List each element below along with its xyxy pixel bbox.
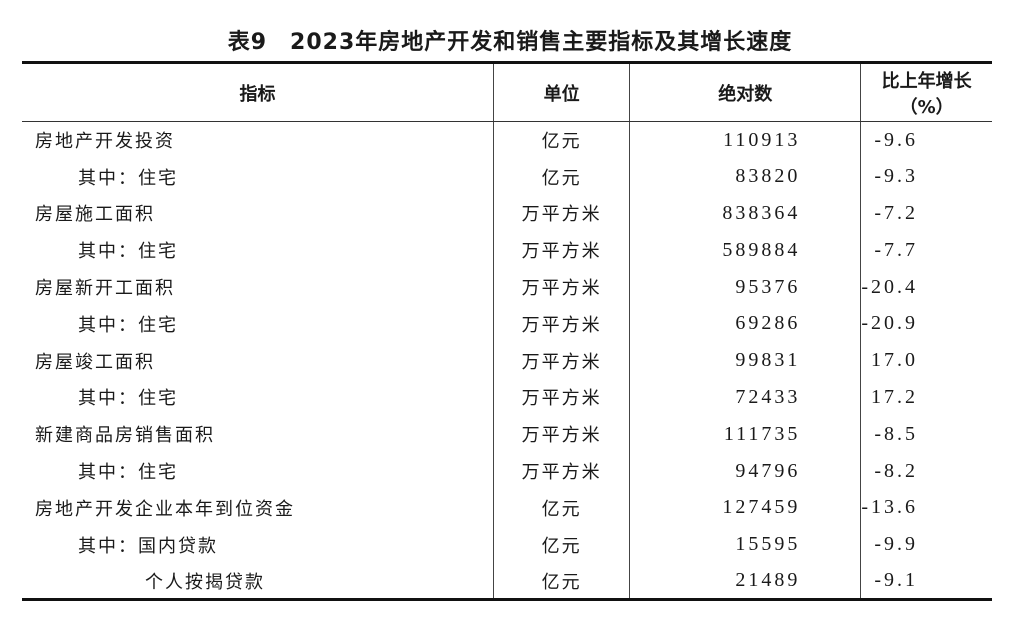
table-title: 表9 2023年房地产开发和销售主要指标及其增长速度 — [227, 30, 793, 55]
unit-cell: 万平方米 — [493, 452, 630, 490]
indicator-cell: 个人按揭贷款 — [22, 563, 494, 602]
unit-cell: 亿元 — [493, 158, 630, 196]
indicator-cell: 其中：住宅 — [78, 241, 178, 263]
unit-cell: 万平方米 — [493, 415, 630, 453]
indicator-cell: 房屋新开工面积 — [35, 278, 175, 300]
growth-cell: -9.9 — [860, 526, 992, 564]
growth-cell: -7.2 — [860, 195, 992, 232]
growth-cell: 17.0 — [860, 342, 992, 380]
value-cell: 589884 — [629, 231, 861, 269]
unit-cell: 亿元 — [493, 563, 630, 602]
table-row: 房地产开发企业本年到位资金 亿元 127459 -13.6 — [22, 489, 992, 527]
header-value: 绝对数 — [629, 61, 861, 122]
value-cell: 72433 — [629, 379, 861, 416]
indicator-cell: 其中：国内贷款 — [78, 535, 218, 557]
header-unit: 单位 — [493, 61, 630, 122]
table-row: 房屋竣工面积 万平方米 99831 17.0 — [22, 342, 992, 380]
unit-cell: 万平方米 — [493, 342, 630, 380]
unit-cell: 亿元 — [493, 489, 630, 527]
indicator-cell: 房屋竣工面积 — [35, 351, 155, 373]
table-row: 个人按揭贷款 亿元 21489 -9.1 — [22, 563, 992, 602]
value-cell: 99831 — [629, 342, 861, 380]
table-row: 房地产开发投资 亿元 110913 -9.6 — [22, 121, 992, 159]
table-row: 其中：住宅 亿元 83820 -9.3 — [22, 158, 992, 196]
growth-cell: -8.2 — [860, 452, 992, 490]
growth-cell: 17.2 — [860, 379, 992, 416]
table-row: 其中：住宅 万平方米 94796 -8.2 — [22, 452, 992, 490]
growth-cell: -20.9 — [860, 305, 992, 343]
table-row: 其中：住宅 万平方米 589884 -7.7 — [22, 231, 992, 269]
growth-cell: -20.4 — [860, 268, 992, 306]
value-cell: 127459 — [629, 489, 861, 527]
header-growth: 比上年增长（%） — [860, 61, 992, 122]
growth-cell: -7.7 — [860, 231, 992, 269]
indicator-cell: 其中：住宅 — [78, 314, 178, 336]
unit-cell: 万平方米 — [493, 379, 630, 416]
unit-cell: 万平方米 — [493, 195, 630, 232]
unit-cell: 亿元 — [493, 526, 630, 564]
indicator-cell: 房屋施工面积 — [35, 204, 155, 226]
value-cell: 83820 — [629, 158, 861, 196]
value-cell: 15595 — [629, 526, 861, 564]
indicator-cell: 其中：住宅 — [78, 462, 178, 484]
unit-cell: 万平方米 — [493, 305, 630, 343]
indicator-cell: 房地产开发企业本年到位资金 — [35, 498, 295, 520]
indicator-cell: 其中：住宅 — [78, 388, 178, 410]
growth-cell: -9.6 — [860, 121, 992, 159]
header-row: 指标 单位 绝对数 比上年增长（%） — [22, 61, 992, 122]
growth-cell: -9.1 — [860, 563, 992, 602]
unit-cell: 万平方米 — [493, 231, 630, 269]
table-row: 其中：住宅 万平方米 69286 -20.9 — [22, 305, 992, 343]
growth-cell: -9.3 — [860, 158, 992, 196]
indicator-cell: 新建商品房销售面积 — [35, 425, 215, 447]
table-row: 其中：国内贷款 亿元 15595 -9.9 — [22, 526, 992, 564]
table-row: 新建商品房销售面积 万平方米 111735 -8.5 — [22, 415, 992, 453]
unit-cell: 亿元 — [493, 121, 630, 159]
growth-cell: -13.6 — [860, 489, 992, 527]
indicator-cell: 其中：住宅 — [78, 167, 178, 189]
value-cell: 69286 — [629, 305, 861, 343]
data-table: 指标 单位 绝对数 比上年增长（%） 房地产开发投资 亿元 110913 -9.6 其中… — [22, 61, 992, 602]
value-cell: 110913 — [629, 121, 861, 159]
indicator-cell: 房地产开发投资 — [35, 131, 175, 153]
table-row: 房屋施工面积 万平方米 838364 -7.2 — [22, 195, 992, 232]
table-row: 其中：住宅 万平方米 72433 17.2 — [22, 379, 992, 416]
value-cell: 95376 — [629, 268, 861, 306]
header-indicator: 指标 — [22, 61, 494, 122]
table-row: 房屋新开工面积 万平方米 95376 -20.4 — [22, 268, 992, 306]
value-cell: 21489 — [629, 563, 861, 602]
unit-cell: 万平方米 — [493, 268, 630, 306]
value-cell: 838364 — [629, 195, 861, 232]
growth-cell: -8.5 — [860, 415, 992, 453]
value-cell: 111735 — [629, 415, 861, 453]
value-cell: 94796 — [629, 452, 861, 490]
